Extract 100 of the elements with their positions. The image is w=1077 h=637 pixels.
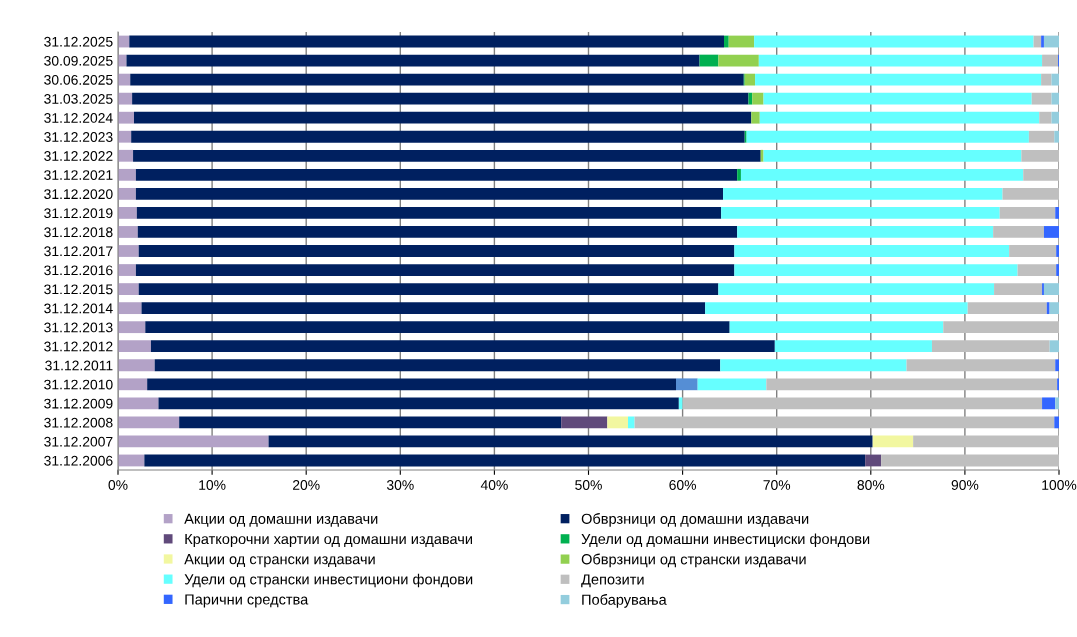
bar — [755, 73, 1042, 86]
y-tick-label: 31.12.2020 — [44, 189, 113, 200]
bar — [118, 111, 134, 124]
bar — [118, 435, 269, 448]
bar — [628, 416, 635, 429]
y-tick-label: 31.12.2017 — [44, 246, 113, 257]
y-tick-label: 31.12.2010 — [44, 379, 113, 390]
bar — [913, 435, 1059, 448]
bar — [740, 168, 1024, 181]
bar — [1056, 264, 1059, 276]
bar — [763, 92, 1032, 105]
bar — [1055, 397, 1059, 410]
bar — [744, 73, 756, 86]
bar — [943, 321, 1059, 334]
bar — [931, 340, 1050, 353]
x-tick-label: 40% — [480, 480, 508, 490]
bar — [141, 302, 706, 315]
y-tick-label: 31.12.2012 — [44, 341, 113, 352]
bar — [724, 35, 729, 48]
y-tick-label: 31.12.2015 — [44, 284, 113, 295]
bar — [1051, 73, 1059, 86]
bar — [1055, 207, 1059, 219]
y-tick-label: 31.12.2007 — [44, 436, 113, 447]
y-tick-label: 31.12.2023 — [44, 132, 113, 142]
bar — [130, 73, 744, 86]
y-tick-label: 31.12.2024 — [44, 113, 113, 123]
bar — [150, 340, 775, 353]
bar — [881, 454, 1059, 467]
x-tick-label: 10% — [199, 480, 226, 490]
bar — [158, 397, 679, 410]
bar — [746, 130, 1029, 143]
bar — [134, 111, 752, 124]
bar — [718, 54, 759, 67]
bar — [1021, 149, 1059, 162]
bar — [118, 302, 142, 315]
legend-label: Парични средства — [185, 594, 309, 608]
bar — [763, 149, 1022, 162]
bar — [734, 264, 1018, 276]
bar — [129, 35, 724, 48]
bar — [133, 149, 761, 162]
legend-label: Краткорочни хартии од домашни издавачи — [185, 533, 472, 547]
legend-label: Депозити — [581, 574, 644, 588]
y-tick-label: 31.12.2019 — [44, 208, 113, 219]
bar — [1049, 340, 1059, 353]
bar — [147, 378, 677, 391]
bar — [561, 416, 608, 429]
bar — [118, 149, 134, 162]
bar — [865, 454, 882, 467]
bar — [126, 54, 700, 67]
bar — [118, 207, 137, 219]
bar — [774, 340, 932, 353]
bar — [737, 168, 741, 181]
bar — [135, 168, 738, 181]
bar — [682, 397, 1043, 410]
bar — [1023, 168, 1059, 181]
bar — [179, 416, 562, 429]
bar — [752, 92, 764, 105]
bar — [118, 283, 139, 295]
x-tick-label: 60% — [669, 480, 697, 490]
y-tick-label: 31.12.2021 — [44, 170, 113, 180]
bar — [1051, 111, 1059, 124]
bar — [136, 207, 722, 219]
y-tick-label: 31.12.2025 — [44, 36, 113, 47]
bar — [118, 168, 136, 181]
y-tick-label: 31.12.2006 — [44, 455, 113, 466]
y-tick-label: 31.12.2016 — [44, 265, 113, 276]
bar — [1041, 73, 1052, 86]
bar — [993, 226, 1044, 238]
y-tick-label: 31.12.2008 — [44, 417, 113, 428]
legend-label: Акции од странски издавачи — [184, 554, 375, 568]
bar — [758, 54, 1043, 67]
bar — [697, 378, 767, 391]
bar — [718, 283, 995, 295]
bar — [118, 73, 131, 86]
x-tick-label: 80% — [857, 480, 885, 490]
bar — [728, 35, 755, 48]
bar — [135, 187, 724, 200]
bar — [138, 283, 719, 295]
legend-label: Побарувања — [582, 594, 667, 608]
bar — [1002, 187, 1059, 200]
y-tick-label: 30.09.2025 — [44, 55, 113, 66]
bar — [268, 435, 873, 448]
bar — [634, 416, 1055, 429]
bar — [1031, 92, 1052, 105]
bar — [734, 245, 1010, 257]
bar — [1055, 359, 1059, 372]
bar — [135, 264, 735, 276]
bar — [118, 416, 180, 429]
bar — [1042, 54, 1059, 67]
bar — [872, 435, 914, 448]
bar — [1051, 92, 1059, 105]
bar — [118, 397, 159, 410]
bar — [1056, 245, 1059, 257]
bar — [145, 321, 730, 334]
x-tick-label: 100% — [1042, 480, 1077, 490]
bar — [118, 264, 136, 276]
bar — [118, 92, 133, 105]
bar — [1043, 283, 1059, 295]
legend-label: Удели од странски инвестициони фондови — [184, 573, 473, 588]
bar — [759, 111, 1040, 124]
